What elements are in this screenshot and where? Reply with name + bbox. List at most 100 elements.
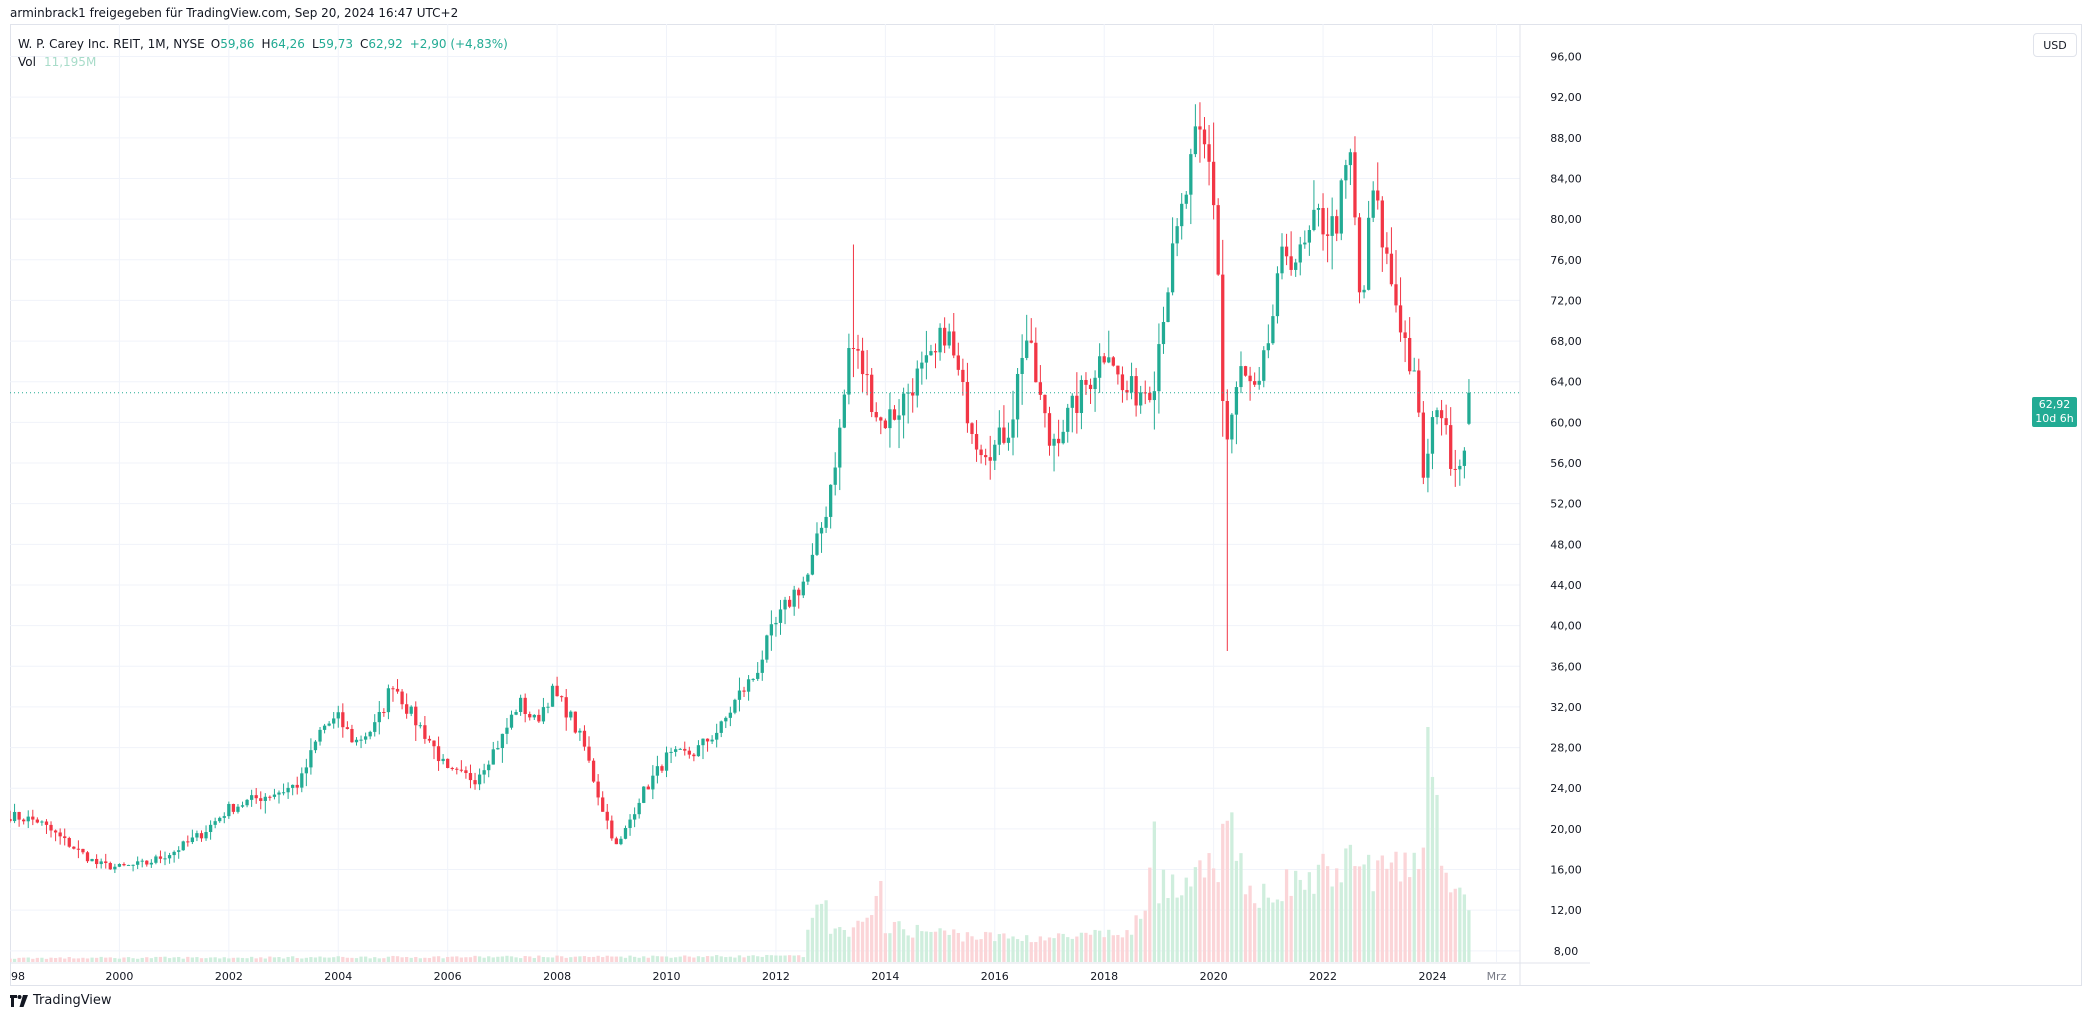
candle-body [186,841,190,843]
candle-body [701,738,705,746]
volume-bar [847,936,851,962]
candle-body [263,796,267,801]
volume-bar [1453,888,1457,962]
volume-bar [1047,937,1052,962]
candle-body [1088,384,1093,390]
tradingview-logo[interactable]: TradingView [10,993,112,1008]
volume-bar [295,958,299,962]
volume-bar [72,958,76,962]
volume-bar [623,957,628,962]
brand-name: TradingView [33,993,112,1008]
candle-body [72,846,76,849]
volume-bar [888,933,892,962]
volume-bar [733,957,737,962]
volume-bar [1166,898,1170,962]
volume-row: Vol 11,195M [18,53,515,71]
candle-body [464,770,468,774]
volume-bar [1312,893,1316,962]
candle-body [158,856,163,859]
volume-bar [1243,894,1248,962]
candle-body [455,768,459,770]
candle-body [751,678,755,680]
volume-bar [591,956,596,962]
volume-bar [838,927,842,962]
candle-body [1412,370,1416,372]
candle-body [1125,390,1129,393]
candle-body [733,699,737,713]
candle-body [1098,356,1102,378]
y-tick-label: 40,00 [1550,620,1582,633]
y-tick-label: 48,00 [1550,538,1582,551]
volume-bar [628,955,632,962]
candle-body [304,767,308,774]
attribution-text: arminbrack1 freigegeben für TradingView.… [10,6,459,20]
volume-bar [1107,929,1111,962]
volume-bar [496,956,500,962]
volume-bar [113,958,117,962]
volume-bar [145,957,149,962]
candle-body [363,736,368,740]
volume-bar [765,954,769,962]
candle-body [240,805,245,807]
volume-bar [1143,910,1147,962]
volume-bar [974,939,979,962]
y-tick-label: 44,00 [1550,579,1582,592]
candle-body [63,836,67,839]
candle-body [1184,194,1188,204]
candle-body [1371,190,1375,218]
x-tick-label: 2020 [1200,970,1228,983]
candle-body [924,355,929,363]
volume-bar [1052,938,1056,962]
candle-body [505,727,509,734]
volume-bar [1129,934,1134,962]
volume-bar [865,917,869,962]
volume-bar [414,956,418,962]
candle-body [22,819,26,822]
candle-body [683,748,687,751]
volume-bar [368,958,372,962]
volume-bar [313,957,318,962]
volume-bar [1348,844,1353,962]
candle-body [669,751,673,753]
x-tick-label: 2022 [1309,970,1337,983]
candle-body [1020,357,1024,374]
volume-bar [582,956,587,962]
volume-bar [569,957,573,962]
candle-body [1166,292,1170,323]
candle-body [336,712,340,719]
volume-bar [300,958,304,962]
change-value: +2,90 (+4,83%) [409,37,508,51]
volume-bar [651,955,655,962]
volume-bar [35,957,39,962]
volume-bar [1006,938,1011,962]
volume-bar [286,956,290,962]
candle-body [582,730,587,747]
volume-bar [683,955,687,962]
volume-bar [783,955,787,962]
volume-bar [646,957,650,962]
volume-bar [587,956,591,962]
candle-body [523,697,527,715]
y-tick-label: 92,00 [1550,91,1582,104]
candle-body [1084,379,1088,385]
volume-bar [614,956,619,962]
volume-bar [423,957,427,962]
candle-body [769,624,774,636]
candle-body [1170,243,1175,293]
high-value: 64,26 [270,37,305,51]
volume-bar [332,957,336,962]
candle-body [1380,200,1384,248]
volume-bar [523,955,527,962]
candle-body [1458,465,1462,470]
candle-body [614,838,619,845]
volume-bar [901,929,906,962]
candle-body [181,841,185,851]
candle-body [1385,247,1389,254]
candle-body [76,848,81,850]
volume-bar [291,956,295,962]
volume-bar [459,957,463,962]
volume-bar [792,955,796,962]
currency-button[interactable]: USD [2033,33,2077,57]
price-chart[interactable]: 8,00 12,00 16,00 20,00 24,00 28,00 32,00 36,00 4… [10,24,2082,986]
candle-body [459,769,463,771]
